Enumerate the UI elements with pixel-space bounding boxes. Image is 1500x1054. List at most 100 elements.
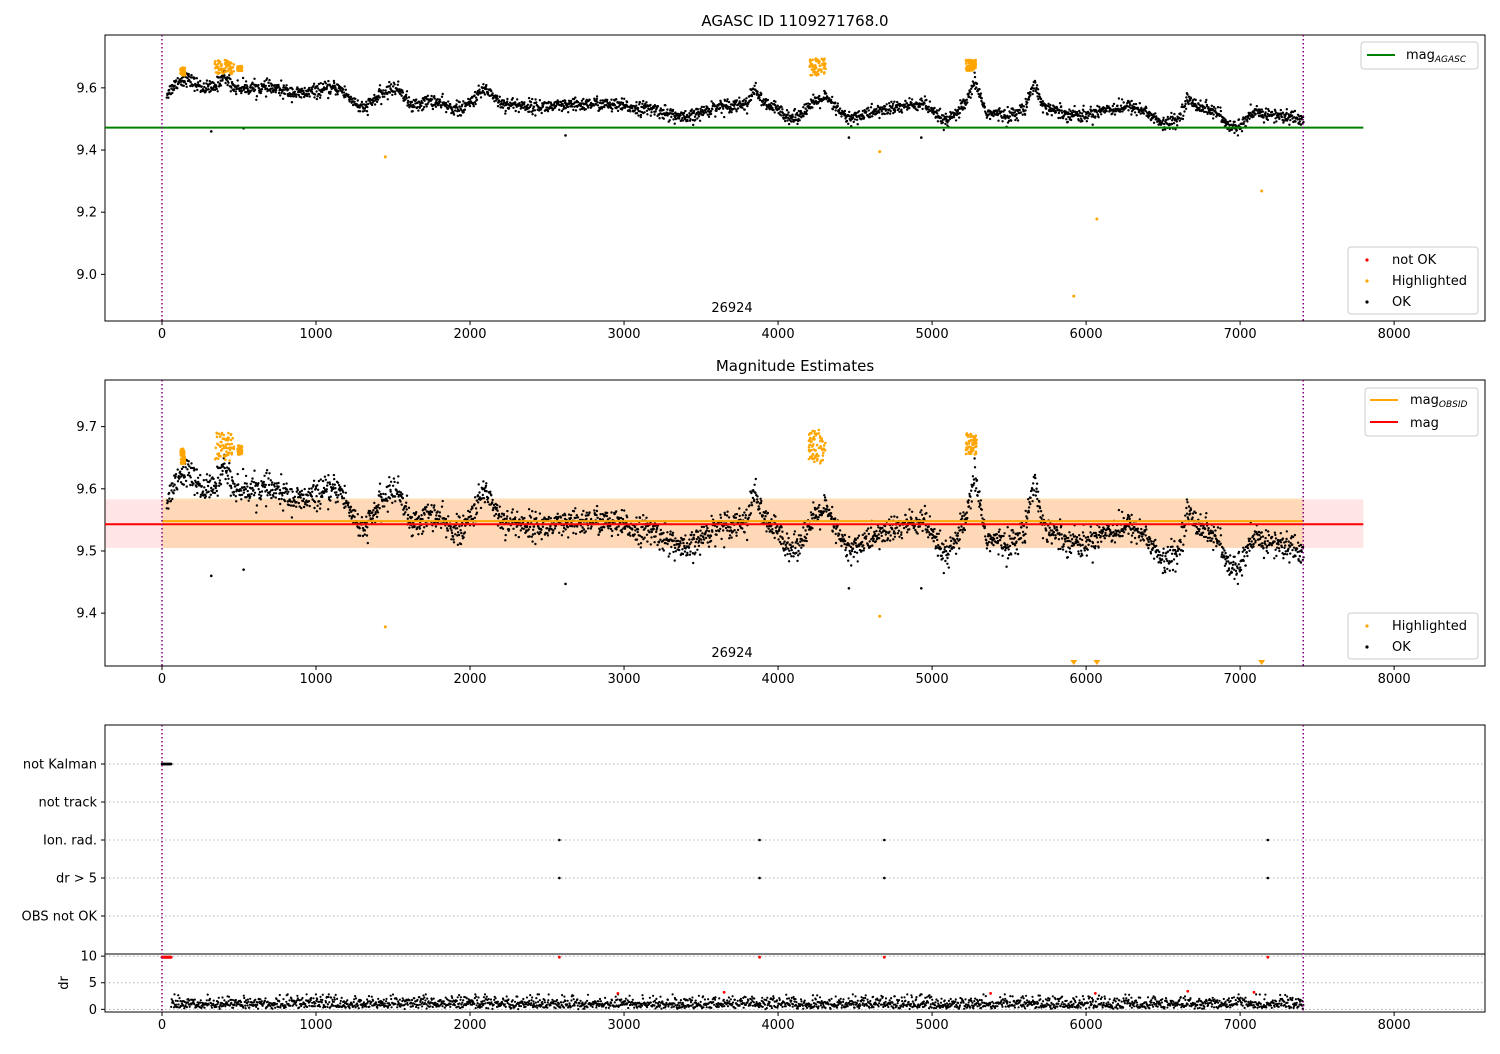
ok-point: [229, 78, 231, 80]
ok-point: [557, 101, 559, 103]
ok-point: [792, 545, 794, 547]
highlighted-point: [818, 60, 821, 63]
ok-point: [753, 499, 755, 501]
ok-point: [183, 484, 185, 486]
ok-point: [1070, 119, 1072, 121]
ok-point: [496, 507, 498, 509]
ok-point: [327, 80, 329, 82]
ok-point: [787, 541, 789, 543]
ok-point: [547, 518, 549, 520]
ok-point: [695, 541, 697, 543]
ok-point: [984, 106, 986, 108]
ok-point: [672, 118, 674, 120]
ok-point: [528, 535, 530, 537]
ok-point: [1038, 93, 1040, 95]
ok-point: [572, 532, 574, 534]
ok-point: [379, 96, 381, 98]
ok-point: [535, 101, 537, 103]
ok-point: [301, 88, 303, 90]
ok-point: [316, 484, 318, 486]
ok-point: [333, 478, 335, 480]
ok-point: [650, 111, 652, 113]
ok-point: [628, 532, 630, 534]
ok-point: [1204, 107, 1206, 109]
ok-point: [702, 536, 704, 538]
ok-point: [634, 526, 636, 528]
ok-point: [260, 495, 262, 497]
ok-point: [783, 540, 785, 542]
ok-point: [226, 482, 228, 484]
ok-point: [1073, 105, 1075, 107]
ok-point: [434, 509, 436, 511]
ok-point: [189, 484, 191, 486]
ok-point: [505, 110, 507, 112]
ok-point: [369, 514, 371, 516]
ok-point: [894, 109, 896, 111]
ok-point: [707, 114, 709, 116]
ok-point: [888, 102, 890, 104]
ok-point: [242, 77, 244, 79]
ok-point: [678, 544, 680, 546]
ok-point: [418, 515, 420, 517]
ok-point: [431, 98, 433, 100]
ok-point: [402, 497, 404, 499]
ok-point: [672, 532, 674, 534]
ok-point: [1162, 117, 1164, 119]
ok-point: [925, 99, 927, 101]
ok-point: [303, 506, 305, 508]
ok-point: [397, 84, 399, 86]
ok-point: [321, 496, 323, 498]
ok-point: [570, 100, 572, 102]
ok-point: [234, 485, 236, 487]
ok-point: [641, 526, 643, 528]
ok-point: [478, 85, 480, 87]
ok-point: [480, 96, 482, 98]
ok-point: [1285, 112, 1287, 114]
ok-point: [476, 512, 478, 514]
ok-point: [344, 85, 346, 87]
ok-point: [606, 99, 608, 101]
ok-point: [611, 535, 613, 537]
ok-point: [275, 496, 277, 498]
ok-point: [1188, 103, 1190, 105]
ok-point: [376, 101, 378, 103]
x-tick-label: 0: [158, 327, 166, 342]
ok-point: [345, 89, 347, 91]
ok-point: [371, 511, 373, 513]
ok-point: [316, 510, 318, 512]
ok-point: [224, 478, 226, 480]
ok-point: [582, 510, 584, 512]
ok-point: [848, 111, 850, 113]
ok-point: [383, 96, 385, 98]
ok-outlier-point: [564, 134, 567, 137]
ok-point: [1113, 103, 1115, 105]
ok-point: [401, 95, 403, 97]
ok-point: [373, 502, 375, 504]
ok-point: [837, 102, 839, 104]
ok-point: [251, 477, 253, 479]
ok-point: [974, 76, 976, 78]
ok-point: [611, 110, 613, 112]
ok-point: [919, 106, 921, 108]
ok-point: [477, 501, 479, 503]
ok-point: [571, 105, 573, 107]
ok-point: [542, 526, 544, 528]
ok-point: [753, 92, 755, 94]
ok-point: [413, 526, 415, 528]
ok-point: [1268, 110, 1270, 112]
ok-point: [641, 103, 643, 105]
ok-point: [787, 537, 789, 539]
ok-point: [1020, 111, 1022, 113]
ok-point: [696, 538, 698, 540]
ok-point: [528, 508, 530, 510]
ok-point: [574, 96, 576, 98]
ok-point: [637, 543, 639, 545]
ok-point: [205, 495, 207, 497]
ok-point: [1032, 90, 1034, 92]
ok-point: [1248, 118, 1250, 120]
ok-point: [601, 529, 603, 531]
ok-point: [499, 96, 501, 98]
ok-point: [635, 101, 637, 103]
ok-point: [838, 110, 840, 112]
ok-point: [582, 98, 584, 100]
